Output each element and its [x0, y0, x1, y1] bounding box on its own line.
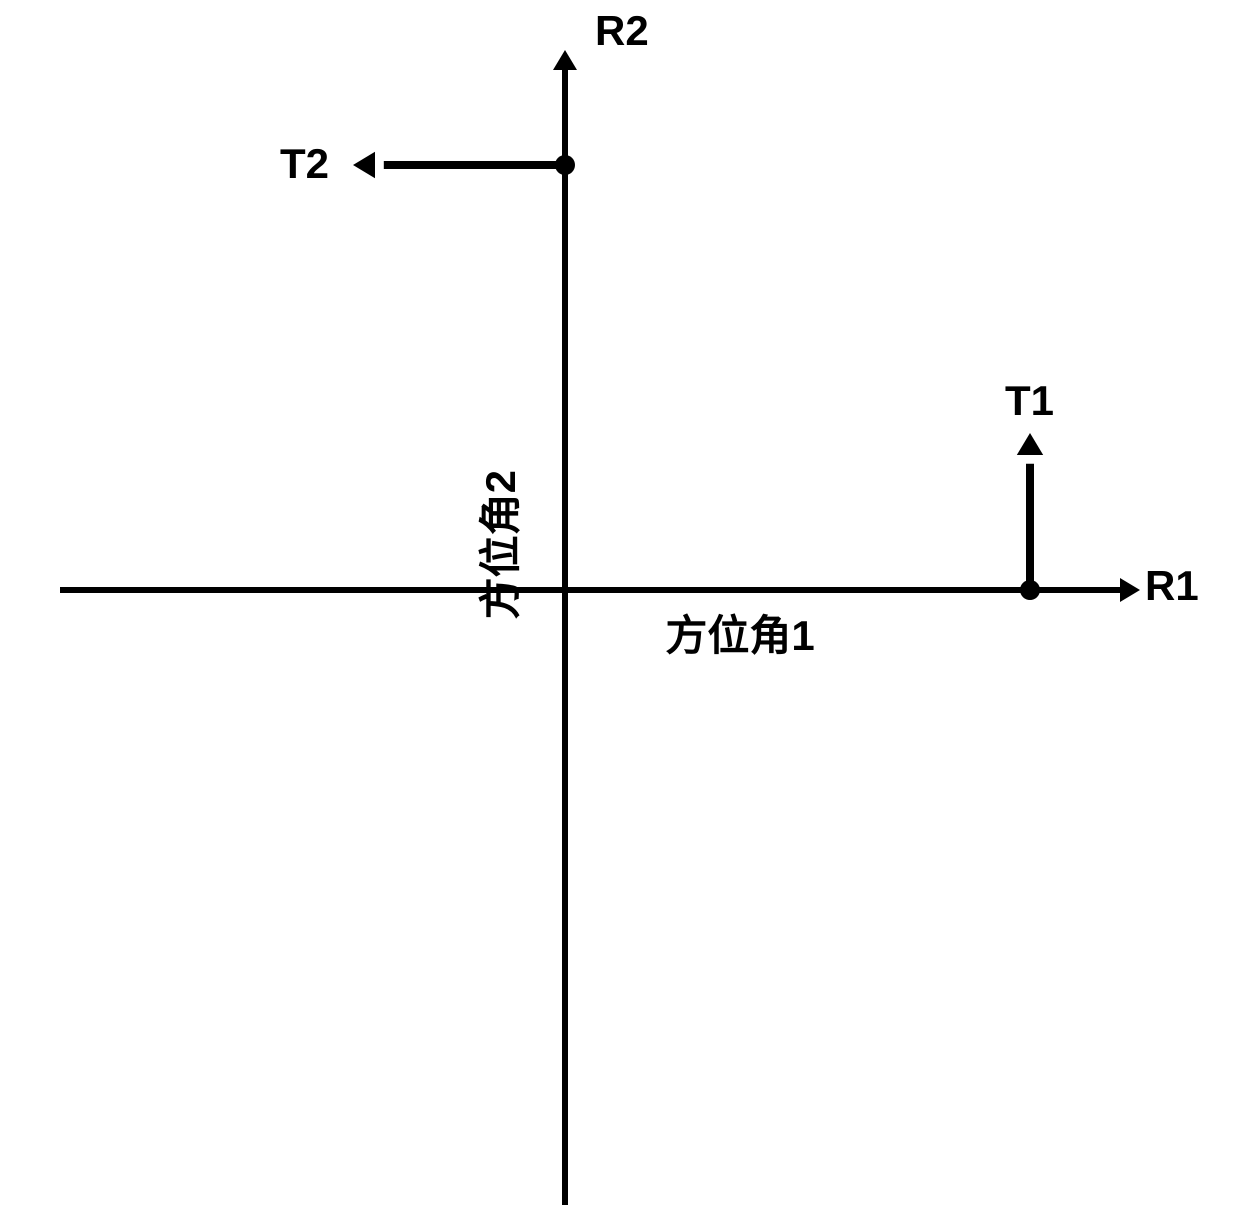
azimuth-2-label: 方位角2 — [477, 470, 524, 619]
azimuth-2-label-group: 方位角2 — [477, 470, 524, 619]
azimuth-1-label: 方位角1 — [665, 612, 814, 659]
t1-label: T1 — [1005, 377, 1054, 424]
vector-diagram: R1 R2 方位角1 方位角2 T1 T2 — [0, 0, 1240, 1220]
x-axis-label: R1 — [1145, 562, 1199, 609]
t2-label: T2 — [280, 140, 329, 187]
y-axis-label: R2 — [595, 7, 649, 54]
